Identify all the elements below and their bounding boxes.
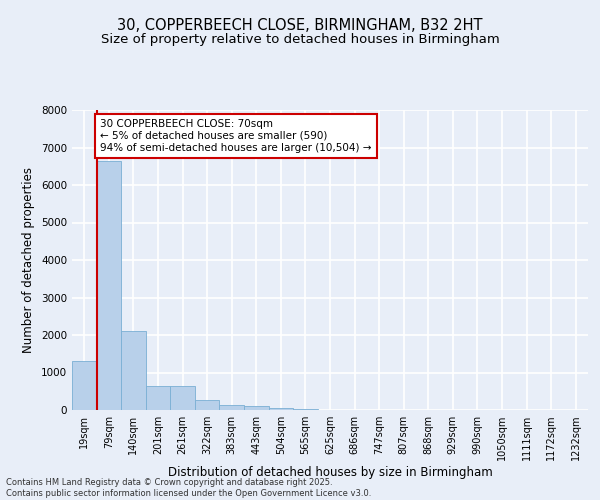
Text: 30 COPPERBEECH CLOSE: 70sqm
← 5% of detached houses are smaller (590)
94% of sem: 30 COPPERBEECH CLOSE: 70sqm ← 5% of deta… (100, 120, 372, 152)
Bar (72, 361, 97, 410)
Y-axis label: Number of detached properties: Number of detached properties (22, 167, 35, 353)
Bar (244, 406, 269, 410)
Text: Size of property relative to detached houses in Birmingham: Size of property relative to detached ho… (101, 32, 499, 46)
Bar (269, 408, 293, 410)
Bar (121, 331, 146, 410)
Bar (195, 400, 220, 410)
Bar (170, 386, 195, 410)
Bar (146, 386, 170, 410)
Text: 30, COPPERBEECH CLOSE, BIRMINGHAM, B32 2HT: 30, COPPERBEECH CLOSE, BIRMINGHAM, B32 2… (117, 18, 483, 32)
Bar (220, 405, 244, 410)
Text: Contains HM Land Registry data © Crown copyright and database right 2025.
Contai: Contains HM Land Registry data © Crown c… (6, 478, 371, 498)
Bar (97, 160, 121, 410)
X-axis label: Distribution of detached houses by size in Birmingham: Distribution of detached houses by size … (167, 466, 493, 479)
